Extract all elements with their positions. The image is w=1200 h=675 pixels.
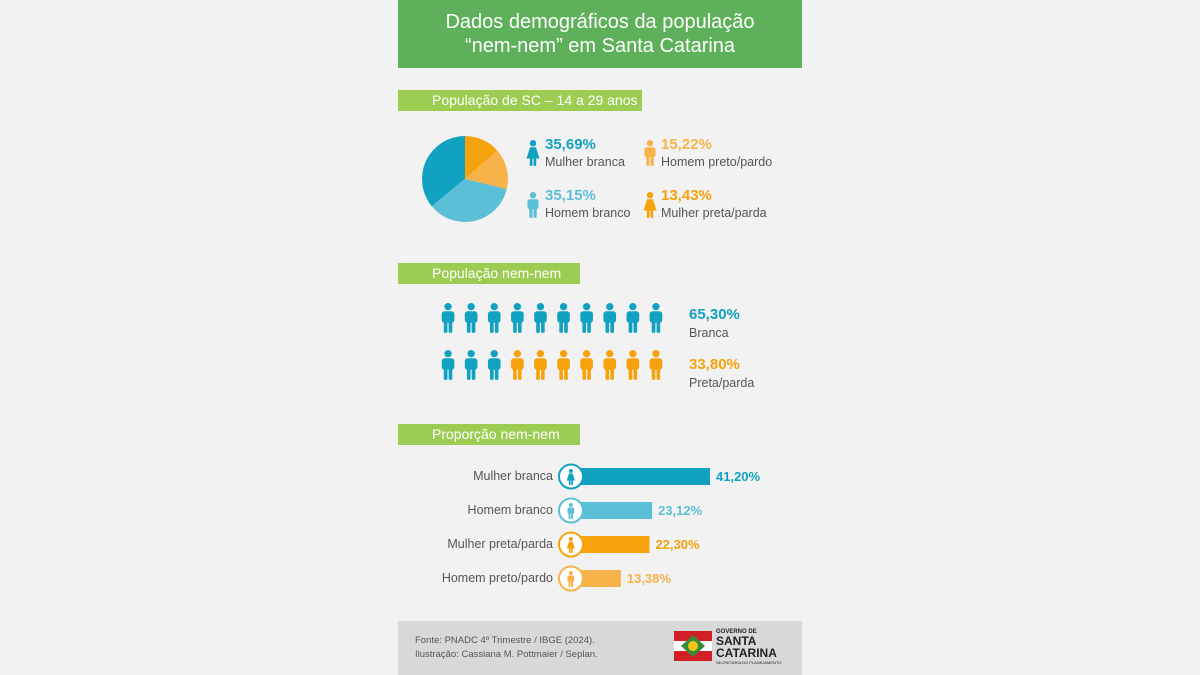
header-title-line1: Dados demográficos da população [445,11,755,33]
pie-slice-mulher-preta-parda [465,136,498,179]
pie-slice-homem-preto-pardo [465,150,508,190]
header-title-line2: “nem-nem” em Santa Catarina [464,35,736,57]
bar [578,536,650,553]
person-icon [626,303,640,333]
legend-label-homem-branco: Homem branco [545,206,631,220]
footer: Fonte: PNADC 4º Trimestre / IBGE (2024).… [398,621,802,675]
person-icon [580,350,593,380]
pictogram-value-branca: 65,30% [689,306,740,323]
section-title-population-nem-nem: População nem-nem [398,263,580,284]
person-icon [464,303,478,333]
pictogram [441,303,663,380]
person-icon [603,350,617,380]
male-icon-badge [558,497,584,524]
bar-label: Homem branco [467,503,553,517]
pie-slice-mulher-branca [422,136,465,207]
person-icon [557,303,570,333]
pie-chart [422,136,508,222]
illustration-credit: Ilustração: Cassiana M. Pottmaier / Sepl… [415,649,598,660]
person-icon [441,350,455,380]
legend-value-homem-preto-pardo: 15,22% [661,136,712,153]
logo-text-santa: SANTA [716,634,757,648]
person-icon [511,350,524,380]
section-title-population-sc: População de SC – 14 a 29 anos [398,90,642,111]
bar [578,570,621,587]
female-icon [643,192,657,218]
pictogram-label-branca: Branca [689,326,729,340]
person-icon [626,350,640,380]
legend-value-mulher-branca: 35,69% [545,136,596,153]
legend-label-homem-preto-pardo: Homem preto/pardo [661,155,773,169]
person-icon [534,303,547,333]
santa-catarina-flag-icon [674,631,712,661]
person-icon [441,303,455,333]
legend-label-mulher-branca: Mulher branca [545,155,625,169]
person-icon [649,303,663,333]
logo-text-catarina: CATARINA [716,646,777,660]
person-icon [511,303,524,333]
bar-label: Mulher preta/parda [447,537,553,551]
person-icon [534,350,547,380]
person-icon [487,350,501,380]
legend-value-homem-branco: 35,15% [545,187,596,204]
person-icon [487,303,501,333]
bar-value: 23,12% [658,503,703,518]
logo-text-governo: GOVERNO DE [716,629,757,635]
female-icon-badge [558,531,584,558]
male-icon [644,140,656,166]
bar-value: 41,20% [716,469,761,484]
person-icon [464,350,478,380]
bar-value: 13,38% [626,571,671,586]
legend-value-mulher-preta-parda: 13,43% [661,187,712,204]
bar [578,502,653,519]
person-icon [649,350,663,380]
person-icon [603,303,617,333]
bar-label: Mulher branca [473,469,553,483]
female-icon [526,140,540,166]
bar-value: 22,30% [655,537,700,552]
bar [578,468,710,485]
bar-chart [558,463,710,592]
header-banner: Dados demográficos da população “nem-nem… [398,0,802,68]
person-icon [557,350,570,380]
legend-label-mulher-preta-parda: Mulher preta/parda [661,206,767,220]
male-icon-badge [558,565,584,592]
bar-label: Homem preto/pardo [441,571,553,585]
logo-text-secretaria: SECRETARIA DO PLANEJAMENTO [716,660,782,665]
pie-slice-homem-branco [431,179,507,222]
person-icon [580,303,593,333]
section-title-proporcao-nem-nem: Proporção nem-nem [398,424,580,445]
pictogram-label-preta-parda: Preta/parda [689,376,755,390]
source-text: Fonte: PNADC 4º Trimestre / IBGE (2024). [415,635,595,646]
female-icon-badge [558,463,584,490]
male-icon [527,192,539,218]
pictogram-value-preta-parda: 33,80% [689,356,740,373]
